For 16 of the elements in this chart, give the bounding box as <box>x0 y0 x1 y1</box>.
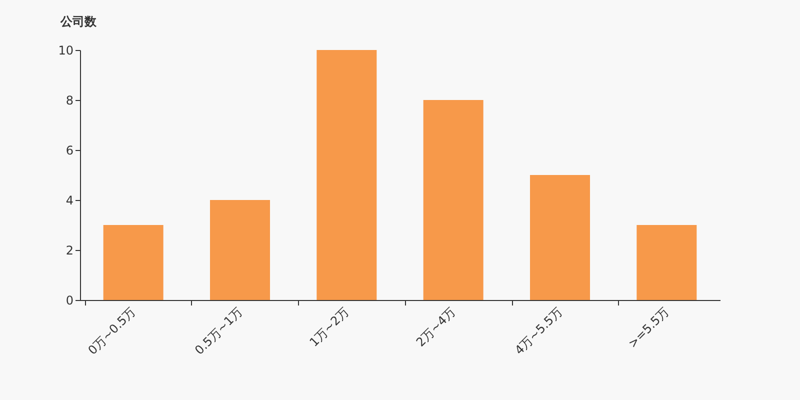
y-axis-title: 公司数 <box>60 14 98 28</box>
bar <box>530 175 590 300</box>
bar <box>103 225 164 300</box>
bar <box>636 225 697 300</box>
bar <box>423 100 484 300</box>
y-tick-label: 4 <box>66 194 74 208</box>
bar <box>210 200 270 300</box>
x-tick-label: 0.5万~1万 <box>192 304 245 358</box>
y-tick-label: 6 <box>66 144 74 158</box>
y-tick-label: 0 <box>66 294 74 308</box>
bar <box>316 50 377 300</box>
x-tick-label: 1万~2万 <box>306 304 352 350</box>
y-tick-label: 10 <box>58 44 74 58</box>
x-tick-label: 2万~4万 <box>414 304 458 350</box>
y-tick-label: 2 <box>66 244 74 258</box>
y-tick-label: 8 <box>66 94 74 108</box>
